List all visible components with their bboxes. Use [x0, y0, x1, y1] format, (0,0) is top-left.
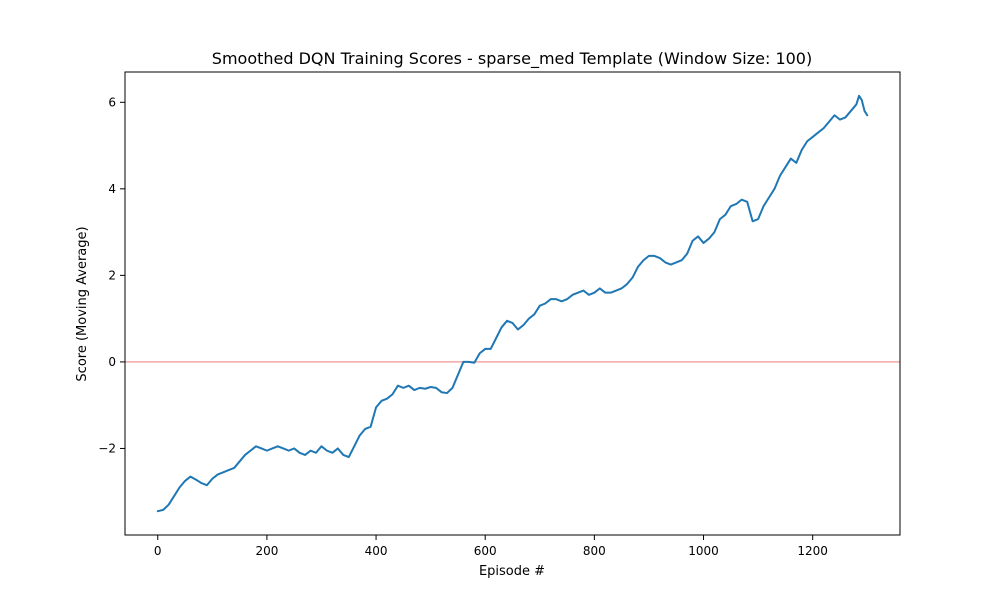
- x-tick-label: 600: [474, 544, 497, 558]
- y-axis-label: Score (Moving Average): [75, 226, 90, 381]
- x-tick-label: 1200: [797, 544, 828, 558]
- y-tick-label: 0: [108, 355, 116, 369]
- chart-title: Smoothed DQN Training Scores - sparse_me…: [212, 49, 812, 69]
- y-tick-label: 4: [108, 182, 116, 196]
- x-tick-label: 0: [154, 544, 162, 558]
- y-axis-ticks: −2 0 2 4 6: [98, 95, 125, 455]
- x-axis-label: Episode #: [479, 564, 545, 579]
- y-tick-label: 2: [108, 268, 116, 282]
- series-layer: [156, 94, 869, 513]
- series-line-0: [156, 94, 869, 513]
- x-tick-label: 400: [365, 544, 388, 558]
- plot-area-frame: [124, 71, 901, 536]
- y-tick-label: 6: [108, 95, 116, 109]
- x-tick-label: 200: [255, 544, 278, 558]
- x-tick-label: 800: [583, 544, 606, 558]
- y-tick-label: −2: [98, 441, 116, 455]
- x-axis-ticks: 0 200 400 600 800 1000 1200: [154, 535, 828, 558]
- x-tick-label: 1000: [688, 544, 719, 558]
